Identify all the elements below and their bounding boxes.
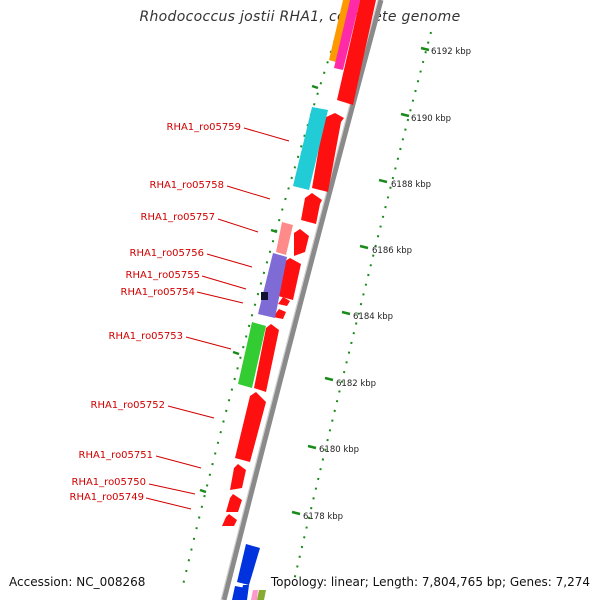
gene-label[interactable]: RHA1_ro05755 bbox=[126, 270, 201, 281]
gene-ro05751-arrow[interactable] bbox=[230, 464, 246, 490]
leader-line bbox=[185, 336, 232, 350]
inner-ticks bbox=[199, 84, 319, 494]
leader-line bbox=[226, 185, 271, 200]
gene-ro05759-block[interactable] bbox=[293, 107, 328, 190]
kbp-label: 6190 kbp bbox=[411, 114, 451, 124]
feature-pink[interactable] bbox=[251, 590, 258, 600]
inner-tick bbox=[199, 488, 207, 494]
kbp-tick bbox=[291, 510, 301, 516]
gene-ro05749-arrow[interactable] bbox=[222, 514, 237, 526]
feature-orange[interactable] bbox=[329, 0, 351, 62]
gene-label[interactable]: RHA1_ro05754 bbox=[121, 287, 196, 298]
gene-ro05752-arrow[interactable] bbox=[235, 392, 266, 462]
inner-tick bbox=[232, 350, 240, 356]
kbp-label: 6192 kbp bbox=[431, 47, 471, 57]
gene-label[interactable]: RHA1_ro05749 bbox=[70, 492, 145, 503]
leader-line bbox=[167, 405, 215, 419]
gene-ro05758-arrow[interactable] bbox=[301, 193, 322, 224]
leader-line bbox=[243, 127, 290, 142]
kbp-tick bbox=[359, 244, 369, 250]
leader-line bbox=[196, 291, 244, 304]
inner-tick bbox=[270, 228, 278, 234]
gene-label[interactable]: RHA1_ro05757 bbox=[141, 212, 216, 223]
gene-ro05750-arrow[interactable] bbox=[226, 494, 242, 512]
kbp-tick bbox=[420, 46, 430, 52]
gene-label[interactable]: RHA1_ro05756 bbox=[130, 248, 205, 259]
outer-track bbox=[292, 31, 432, 586]
genome-backbone bbox=[221, 0, 384, 600]
gene-ro05759-arrow[interactable] bbox=[312, 113, 344, 192]
feature-blue-large[interactable] bbox=[237, 544, 260, 585]
gene-label[interactable]: RHA1_ro05750 bbox=[72, 477, 147, 488]
leader-line bbox=[145, 497, 192, 510]
gene-labels: RHA1_ro05759 RHA1_ro05758 RHA1_ro05757 R… bbox=[70, 122, 242, 503]
leader-line bbox=[148, 483, 196, 495]
gene-ro05753-arrow[interactable] bbox=[254, 324, 279, 392]
genome-summary-text: Topology: linear; Length: 7,804,765 bp; … bbox=[270, 575, 590, 589]
kbp-tick bbox=[324, 376, 334, 382]
kbp-label: 6182 kbp bbox=[336, 379, 376, 389]
feature-blue-edge[interactable] bbox=[232, 586, 246, 600]
kbp-label: 6180 kbp bbox=[319, 445, 359, 455]
gene-ro05754-arrow[interactable] bbox=[273, 309, 286, 319]
gene-ro05755-block[interactable] bbox=[258, 253, 287, 318]
forward-genes[interactable] bbox=[222, 0, 376, 600]
kbp-tick bbox=[307, 444, 317, 450]
kbp-label: 6178 kbp bbox=[303, 512, 343, 522]
gene-label[interactable]: RHA1_ro05759 bbox=[167, 122, 242, 133]
leader-line bbox=[155, 455, 202, 469]
leader-line bbox=[201, 275, 247, 290]
kbp-tick bbox=[341, 310, 351, 316]
gene-label[interactable]: RHA1_ro05752 bbox=[91, 400, 166, 411]
accession-text: Accession: NC_008268 bbox=[9, 575, 146, 589]
kbp-label: 6186 kbp bbox=[372, 246, 412, 256]
kbp-label: 6184 kbp bbox=[353, 312, 393, 322]
leader-line bbox=[206, 253, 253, 268]
kbp-tick bbox=[400, 112, 410, 118]
inner-track bbox=[182, 29, 339, 586]
gene-ro05755-arrow[interactable] bbox=[278, 297, 290, 306]
gene-ro05757-arrow[interactable] bbox=[294, 229, 309, 256]
gene-ro05753-block[interactable] bbox=[238, 322, 266, 388]
gene-label[interactable]: RHA1_ro05753 bbox=[109, 331, 184, 342]
kbp-label: 6188 kbp bbox=[391, 180, 431, 190]
reverse-features[interactable] bbox=[232, 107, 328, 600]
leader-line bbox=[217, 218, 259, 233]
gene-label[interactable]: RHA1_ro05758 bbox=[150, 180, 225, 191]
feature-magenta[interactable] bbox=[334, 0, 360, 70]
feature-olive[interactable] bbox=[257, 590, 266, 600]
kbp-ticks bbox=[291, 46, 430, 516]
gene-ro05760[interactable] bbox=[337, 0, 376, 105]
gene-label[interactable]: RHA1_ro05751 bbox=[79, 450, 154, 461]
kbp-labels: 6192 kbp 6190 kbp 6188 kbp 6186 kbp 6184… bbox=[303, 47, 471, 522]
inner-tick bbox=[311, 84, 319, 90]
gene-ro05756-block[interactable] bbox=[276, 222, 293, 255]
gene-ro05754-block[interactable] bbox=[261, 292, 268, 300]
leader-lines bbox=[145, 127, 290, 510]
kbp-tick bbox=[378, 178, 388, 184]
